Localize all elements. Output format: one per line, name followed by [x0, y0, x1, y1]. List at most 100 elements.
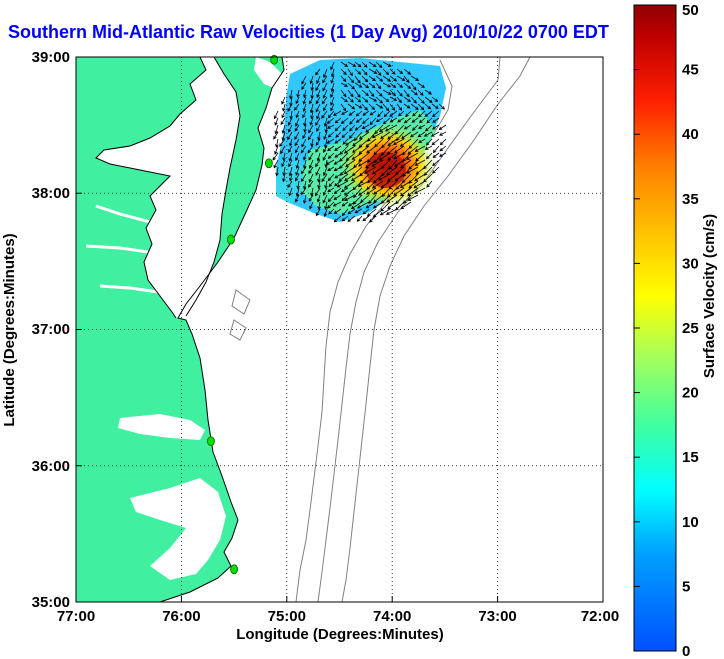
velocity-arrow	[282, 103, 286, 112]
velocity-arrow	[352, 145, 363, 153]
velocity-arrow	[403, 194, 412, 204]
velocity-arrow	[403, 103, 411, 109]
colorbar-tick-label: 30	[682, 255, 699, 272]
velocity-arrow	[324, 201, 328, 211]
velocity-arrow	[327, 173, 335, 182]
velocity-arrow	[379, 208, 391, 216]
velocity-arrow	[418, 110, 426, 118]
velocity-arrow	[295, 96, 300, 105]
velocity-arrow	[354, 68, 362, 75]
pamlico-sound	[130, 478, 226, 580]
x-tick-label: 77:00	[57, 608, 95, 625]
velocity-arrow	[307, 145, 314, 154]
velocity-arrow	[273, 131, 279, 140]
velocity-arrow	[378, 152, 391, 161]
velocity-arrow	[431, 124, 440, 130]
velocity-arrow	[315, 138, 321, 146]
velocity-arrow	[340, 82, 349, 87]
velocity-arrow	[308, 180, 314, 188]
velocity-arrow	[347, 68, 353, 77]
station-marker	[207, 436, 215, 447]
velocity-arrow	[339, 159, 349, 169]
velocity-arrow	[321, 173, 328, 183]
velocity-arrow	[333, 215, 342, 223]
velocity-arrow	[323, 131, 328, 140]
velocity-arrow	[309, 96, 314, 105]
velocity-arrow	[325, 159, 335, 165]
velocity-arrow	[397, 117, 405, 123]
velocity-arrow	[301, 138, 307, 148]
velocity-arrow	[403, 75, 410, 84]
velocity-arrow	[399, 180, 412, 189]
velocity-arrow	[308, 159, 314, 169]
velocity-arrow	[340, 103, 347, 112]
velocity-arrow	[315, 117, 321, 126]
velocity-arrow	[347, 96, 354, 103]
velocity-arrow	[380, 180, 391, 189]
velocity-arrow	[358, 187, 370, 196]
velocity-arrow	[316, 75, 321, 85]
velocity-arrow	[344, 187, 356, 196]
velocity-arrow	[322, 82, 328, 92]
y-tick-label: 36:00	[32, 458, 70, 475]
velocity-arrow	[389, 75, 398, 82]
velocity-arrow	[366, 208, 377, 217]
velocity-arrow	[288, 124, 293, 133]
velocity-arrow	[368, 75, 376, 82]
velocity-arrow	[403, 124, 412, 130]
velocity-arrow	[327, 131, 335, 138]
velocity-arrow	[382, 96, 390, 103]
velocity-arrow	[343, 166, 356, 175]
colorbar-tick-label: 40	[682, 126, 699, 143]
velocity-arrow	[341, 131, 349, 139]
colorbar-tick-label: 10	[682, 514, 699, 531]
velocity-arrow	[288, 187, 293, 197]
velocity-arrow	[399, 138, 412, 147]
velocity-arrow	[426, 180, 433, 188]
velocity-arrow	[368, 194, 377, 205]
velocity-arrow	[330, 103, 335, 112]
velocity-arrow	[410, 96, 417, 104]
velocity-arrow	[323, 166, 328, 177]
velocity-arrow	[381, 187, 391, 198]
y-tick-label: 35:00	[32, 594, 70, 611]
colorbar-tick-label: 45	[682, 62, 699, 79]
velocity-arrow	[334, 145, 342, 151]
velocity-arrow	[361, 61, 368, 68]
velocity-arrow	[330, 96, 335, 106]
velocity-arrow	[323, 68, 328, 79]
velocity-arrow	[407, 187, 419, 197]
velocity-arrow	[294, 124, 300, 132]
velocity-arrow	[350, 201, 363, 210]
velocity-arrow	[294, 138, 300, 147]
velocity-arrow	[387, 152, 398, 161]
velocity-arrow	[396, 89, 403, 97]
velocity-arrow	[310, 82, 315, 92]
y-tick-label: 38:00	[32, 185, 70, 202]
velocity-arrow	[438, 103, 445, 110]
velocity-arrow	[308, 173, 314, 183]
velocity-arrow	[418, 138, 426, 144]
albemarle-sound	[118, 414, 205, 440]
velocity-arrow	[369, 215, 377, 223]
velocity-arrow	[340, 96, 348, 103]
velocity-arrow	[324, 124, 329, 134]
velocity-arrow	[375, 89, 383, 97]
velocity-arrow	[335, 131, 342, 138]
velocity-arrow	[357, 180, 370, 187]
velocity-arrow	[295, 187, 300, 198]
velocity-arrow	[327, 152, 335, 159]
velocity-arrow	[347, 103, 356, 110]
velocity-arrow	[274, 145, 279, 155]
velocity-arrow	[439, 131, 447, 136]
velocity-arrow	[289, 173, 293, 182]
velocity-arrow	[394, 173, 405, 182]
velocity-arrow	[363, 166, 377, 174]
velocity-arrow	[330, 89, 335, 98]
velocity-arrow	[405, 152, 419, 160]
colorbar-tick-label: 35	[682, 191, 699, 208]
velocity-arrow	[380, 145, 391, 156]
velocity-arrow	[326, 201, 335, 209]
velocity-arrow	[414, 173, 426, 182]
velocity-arrow	[382, 75, 391, 82]
